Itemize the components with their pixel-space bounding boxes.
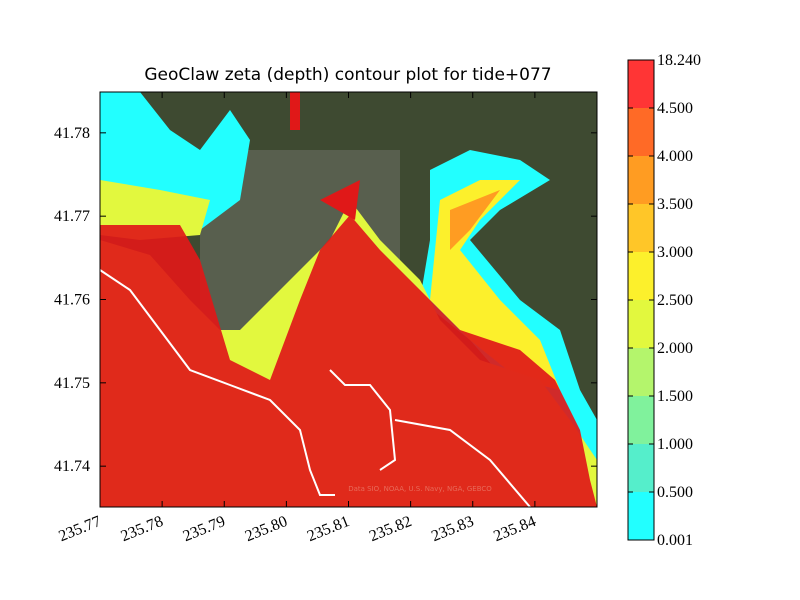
colorbar-label: 4.000 [657,148,693,165]
colorbar-frame [627,59,655,541]
map: Data SIO, NOAA, U.S. Navy, NGA, GEBCO [100,92,597,507]
colorbar-label: 2.500 [657,292,693,309]
colorbar-label: 0.500 [657,484,693,501]
colorbar-bin [628,204,654,252]
x-tick-label: 235.81 [305,513,352,545]
colorbar-label: 0.001 [657,532,693,549]
deep-area [290,92,360,220]
x-tick-label: 235.79 [181,513,228,545]
y-tick-label: 41.76 [54,292,90,309]
colorbar-bin [628,492,654,540]
colorbar-label: 1.500 [657,388,693,405]
colorbar-label: 18.240 [657,52,701,69]
colorbar-bin [628,252,654,300]
deep-area [450,190,500,250]
y-tick-label: 41.77 [54,208,90,225]
colorbar-bin [628,108,654,156]
colorbar-label: 1.000 [657,436,693,453]
colorbar-bin [628,396,654,444]
colorbar-bin [628,300,654,348]
colorbar-bin [628,60,654,108]
coastline [100,269,531,507]
x-tick-label: 235.80 [243,513,290,545]
x-tick-label: 235.84 [491,513,538,545]
colorbar-bin [628,348,654,396]
y-tick-label: 41.78 [54,125,90,142]
deep-area [100,215,597,507]
attribution: Data SIO, NOAA, U.S. Navy, NGA, GEBCO [348,485,492,493]
colorbar-label: 2.000 [657,340,693,357]
x-tick-label: 235.78 [118,513,165,545]
colorbar-label: 4.500 [657,100,693,117]
y-tick-label: 41.75 [54,375,90,392]
x-tick-label: 235.82 [367,513,414,545]
colorbar-bin [628,156,654,204]
colorbar-bin [628,444,654,492]
x-tick-label: 235.83 [429,513,476,545]
y-tick-label: 41.74 [54,458,90,475]
x-tick-label: 235.77 [56,513,103,545]
colorbar-label: 3.500 [657,196,693,213]
chart-title: GeoClaw zeta (depth) contour plot for ti… [144,65,551,85]
colorbar-label: 3.000 [657,244,693,261]
